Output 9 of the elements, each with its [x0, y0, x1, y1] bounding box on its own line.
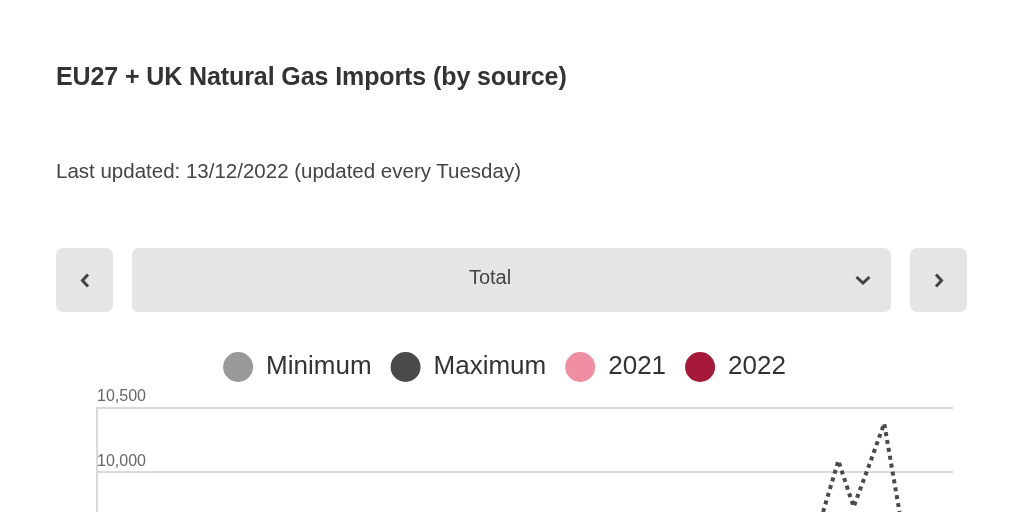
y-tick-label: 10,000 [97, 451, 147, 469]
chart-title: EU27 + UK Natural Gas Imports (by source) [56, 62, 567, 91]
legend-label: Maximum [433, 350, 547, 381]
legend-label: Minimum [266, 350, 372, 381]
text: Total [467, 266, 513, 289]
legend-label: 2021 [608, 350, 667, 381]
legend-label: 2022 [728, 350, 786, 381]
y-tick-label: 10,500 [97, 387, 147, 405]
chart-subtitle: Last updated: 13/12/2022 (updated every Tuesday) [56, 159, 522, 183]
